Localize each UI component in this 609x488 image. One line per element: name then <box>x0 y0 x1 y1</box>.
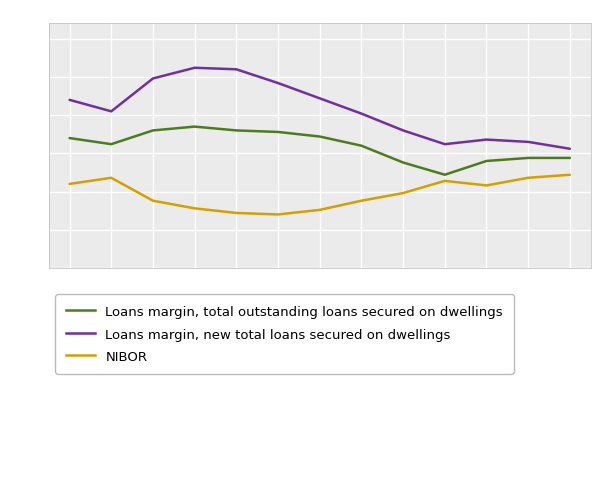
Legend: Loans margin, total outstanding loans secured on dwellings, Loans margin, new to: Loans margin, total outstanding loans se… <box>55 294 513 374</box>
